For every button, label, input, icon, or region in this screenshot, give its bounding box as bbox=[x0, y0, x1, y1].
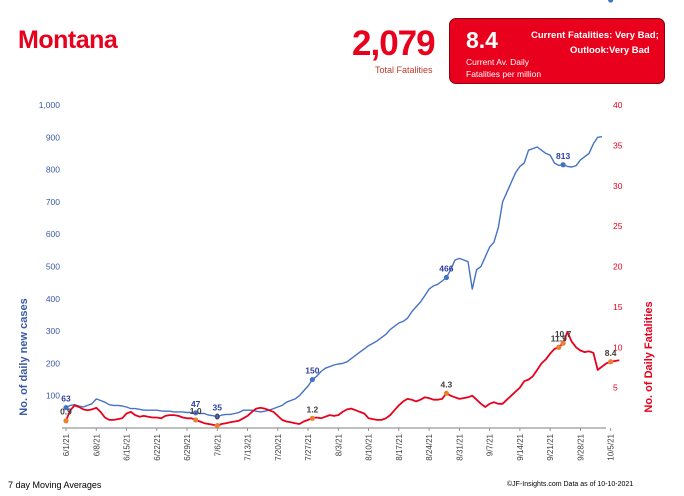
y-left-tick-label: 300 bbox=[46, 326, 60, 336]
chart-data-labels: 63 47 35 150 466 813 902 0.9 1.0 0 1.2 4.3 11.910.7 8… bbox=[60, 0, 618, 429]
status-text-line2: Outlook:Very Bad bbox=[570, 45, 650, 56]
cases-marker bbox=[560, 162, 566, 168]
x-tick-label: 9/21/21 bbox=[546, 433, 555, 460]
cases-data-label: 813 bbox=[556, 151, 570, 161]
x-tick-label: 6/8/21 bbox=[92, 433, 101, 456]
cases-marker bbox=[193, 410, 199, 416]
fatalities-marker bbox=[560, 340, 566, 346]
cases-marker bbox=[608, 0, 614, 3]
y-right-tick-label: 40 bbox=[613, 100, 623, 110]
current-fatalities-value: 8.4 bbox=[466, 27, 498, 53]
y-right-axis-title: No. of Daily Fatalities bbox=[643, 301, 655, 412]
cases-marker bbox=[309, 376, 315, 383]
total-fatalities-label: Total Fatalities bbox=[375, 65, 433, 75]
fatalities-marker bbox=[193, 417, 199, 423]
status-box: 8.4 Current Fatalities: Very Bad; Outloo… bbox=[449, 18, 665, 84]
cases-series-line bbox=[65, 136, 603, 418]
x-tick-label: 6/22/21 bbox=[153, 433, 162, 460]
y-left-tick-label: 100 bbox=[46, 391, 60, 401]
cases-data-label: 902 bbox=[604, 0, 618, 2]
y-left-tick-label: 1,000 bbox=[39, 100, 61, 110]
fatalities-data-label: 4.3 bbox=[440, 379, 452, 389]
status-label-line2: Fatalities per million bbox=[466, 69, 542, 79]
status-text-line1: Current Fatalities: Very Bad; bbox=[531, 30, 659, 41]
cases-data-label: 63 bbox=[61, 394, 71, 404]
x-tick-label: 8/3/21 bbox=[334, 433, 343, 456]
fatalities-marker bbox=[608, 359, 614, 365]
y-right-tick-label: 5 bbox=[613, 383, 618, 393]
fatalities-data-label: 8.4 bbox=[605, 348, 617, 358]
x-tick-label: 9/28/21 bbox=[576, 433, 585, 460]
x-tick-label: 6/15/21 bbox=[123, 433, 132, 460]
x-tick-label: 9/14/21 bbox=[516, 433, 525, 460]
x-tick-label: 8/31/21 bbox=[455, 433, 464, 460]
fatalities-marker bbox=[443, 390, 449, 396]
status-label-line1: Current Av. Daily bbox=[466, 57, 529, 67]
fatalities-data-label: 0.9 bbox=[60, 407, 72, 417]
fatalities-data-label: 10.7 bbox=[555, 329, 572, 339]
chart-axes: 1002003004005006007008009001,00051015202… bbox=[18, 100, 655, 461]
x-tick-label: 8/10/21 bbox=[365, 433, 374, 460]
y-right-tick-label: 20 bbox=[613, 262, 623, 272]
x-tick-label: 9/7/21 bbox=[486, 433, 495, 456]
fatalities-data-label: 1.0 bbox=[190, 406, 202, 416]
fatalities-data-label: 11.9 bbox=[551, 333, 567, 343]
footer-credit: ©JF-Insights.com Data as of 10-10-2021 bbox=[507, 481, 634, 488]
y-left-tick-label: 900 bbox=[46, 132, 60, 142]
cases-data-label: 466 bbox=[439, 263, 453, 273]
x-tick-label: 6/29/21 bbox=[183, 433, 192, 460]
cases-marker bbox=[63, 405, 69, 411]
total-fatalities-value: 2,079 bbox=[352, 24, 436, 63]
x-tick-label: 8/17/21 bbox=[395, 433, 404, 460]
y-left-tick-label: 200 bbox=[46, 358, 60, 368]
x-tick-label: 7/13/21 bbox=[244, 433, 253, 460]
x-tick-label: 10/5/21 bbox=[607, 433, 616, 460]
y-left-tick-label: 500 bbox=[46, 262, 60, 272]
cases-data-label: 150 bbox=[305, 366, 319, 376]
fatalities-marker bbox=[214, 422, 220, 429]
cases-data-label: 47 bbox=[191, 399, 201, 409]
chart-series bbox=[65, 136, 620, 427]
cases-data-label: 35 bbox=[213, 403, 223, 413]
fatalities-marker bbox=[63, 418, 69, 424]
x-tick-label: 6/1/21 bbox=[62, 433, 71, 456]
fatalities-series-line bbox=[65, 330, 620, 427]
x-tick-label: 7/6/21 bbox=[213, 433, 222, 456]
footer-moving-average-note: 7 day Moving Averages bbox=[8, 480, 102, 490]
y-right-tick-label: 35 bbox=[613, 140, 623, 150]
fatalities-marker bbox=[556, 344, 562, 350]
fatalities-data-label: 1.2 bbox=[306, 404, 318, 414]
x-tick-label: 7/27/21 bbox=[304, 433, 313, 460]
chart-title: Montana bbox=[18, 26, 118, 54]
y-right-tick-label: 25 bbox=[613, 221, 623, 231]
y-left-axis-title: No. of daily new cases bbox=[18, 298, 30, 415]
y-right-tick-label: 10 bbox=[613, 342, 623, 352]
y-left-tick-label: 700 bbox=[46, 197, 60, 207]
y-left-tick-label: 400 bbox=[46, 294, 60, 304]
cases-marker bbox=[443, 274, 449, 281]
y-left-tick-label: 800 bbox=[46, 165, 60, 175]
y-left-tick-label: 600 bbox=[46, 229, 60, 239]
x-tick-label: 8/24/21 bbox=[425, 433, 434, 460]
y-right-tick-label: 30 bbox=[613, 181, 623, 191]
y-right-tick-label: 15 bbox=[613, 302, 623, 312]
cases-marker bbox=[214, 414, 220, 420]
x-tick-label: 7/20/21 bbox=[274, 433, 283, 460]
fatalities-data-label: 0 bbox=[215, 412, 220, 422]
fatalities-marker bbox=[309, 415, 315, 421]
